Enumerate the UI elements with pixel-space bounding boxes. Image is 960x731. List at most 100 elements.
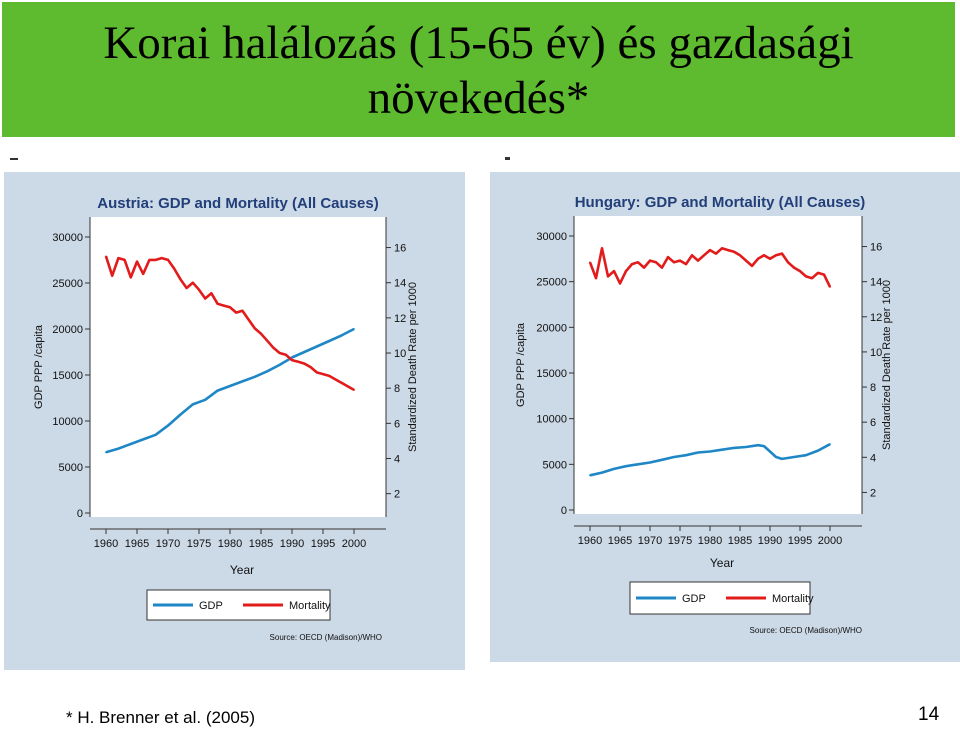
data-point-mortality bbox=[117, 257, 120, 259]
x-tick-label: 1990 bbox=[280, 538, 304, 550]
source-note: Source: OECD (Madison)/WHO bbox=[750, 626, 862, 635]
x-tick-label: 1975 bbox=[668, 535, 692, 547]
data-point-mortality bbox=[260, 332, 262, 335]
data-point-mortality bbox=[247, 318, 250, 321]
legend-label: GDP bbox=[682, 593, 706, 605]
data-point-mortality bbox=[222, 304, 225, 307]
data-point-mortality bbox=[111, 274, 114, 277]
hungary-chart-panel: Hungary: GDP and Mortality (All Causes) 0… bbox=[490, 172, 960, 662]
y-tick-label: 10000 bbox=[536, 414, 567, 426]
data-point-gdp bbox=[241, 380, 244, 383]
data-point-mortality bbox=[829, 286, 831, 288]
data-point-gdp bbox=[775, 456, 777, 458]
data-point-mortality bbox=[346, 385, 349, 388]
hungary-chart: Hungary: GDP and Mortality (All Causes) 0… bbox=[515, 194, 893, 635]
data-point-mortality bbox=[136, 260, 138, 263]
data-point-mortality bbox=[787, 261, 789, 264]
data-point-gdp bbox=[781, 457, 783, 460]
y-tick-label: 5000 bbox=[543, 459, 567, 471]
data-point-mortality bbox=[173, 267, 176, 270]
data-point-gdp bbox=[637, 463, 639, 466]
x-tick-label: 1965 bbox=[608, 535, 632, 547]
y-tick-label: 25000 bbox=[52, 278, 83, 290]
x-tick-label: 1975 bbox=[187, 538, 211, 550]
y-tick-label: 20000 bbox=[52, 324, 83, 336]
data-point-mortality bbox=[769, 257, 771, 260]
y2-axis-label: Standardized Death Rate per 1000 bbox=[881, 280, 893, 450]
y-tick-label: 0 bbox=[561, 505, 567, 517]
data-point-gdp bbox=[709, 450, 711, 453]
data-point-gdp bbox=[129, 443, 132, 445]
data-point-mortality bbox=[655, 261, 657, 264]
data-point-mortality bbox=[303, 362, 306, 365]
data-point-mortality bbox=[297, 360, 300, 363]
data-point-mortality bbox=[793, 266, 795, 269]
data-point-mortality bbox=[613, 270, 615, 273]
x-tick-label: 1995 bbox=[311, 538, 335, 550]
decorative-mark bbox=[10, 158, 18, 160]
data-point-gdp bbox=[829, 443, 831, 446]
data-point-gdp bbox=[673, 456, 675, 458]
y-tick-label: 5000 bbox=[59, 462, 83, 474]
data-point-gdp bbox=[805, 454, 807, 457]
data-point-gdp bbox=[721, 448, 723, 451]
data-point-mortality bbox=[823, 273, 825, 276]
data-point-mortality bbox=[649, 259, 651, 262]
data-point-mortality bbox=[235, 311, 238, 314]
data-point-mortality bbox=[315, 371, 318, 374]
slide-title: Korai halálozás (15-65 év) és gazdasági … bbox=[2, 16, 955, 126]
data-point-mortality bbox=[739, 254, 741, 257]
legend-label: Mortality bbox=[289, 600, 331, 612]
data-point-mortality bbox=[148, 258, 151, 261]
data-point-mortality bbox=[763, 254, 765, 257]
data-point-mortality bbox=[229, 306, 231, 309]
x-tick-label: 1980 bbox=[218, 538, 242, 550]
data-point-mortality bbox=[673, 261, 675, 264]
data-point-mortality bbox=[727, 249, 729, 251]
data-point-mortality bbox=[691, 254, 693, 257]
y2-tick-label: 2 bbox=[870, 487, 876, 499]
data-point-gdp bbox=[253, 375, 256, 378]
data-point-mortality bbox=[745, 259, 747, 262]
data-point-mortality bbox=[123, 258, 126, 261]
data-point-gdp bbox=[353, 328, 355, 330]
y-tick-label: 10000 bbox=[52, 416, 83, 428]
data-point-gdp bbox=[613, 468, 615, 470]
data-point-mortality bbox=[216, 302, 219, 305]
data-point-mortality bbox=[191, 281, 194, 284]
data-point-gdp bbox=[757, 444, 759, 447]
data-point-mortality bbox=[272, 346, 275, 349]
y2-tick-label: 16 bbox=[870, 242, 882, 254]
data-point-gdp bbox=[303, 351, 306, 353]
data-point-mortality bbox=[709, 249, 711, 251]
data-point-mortality bbox=[129, 276, 132, 279]
data-point-mortality bbox=[253, 327, 256, 330]
data-point-mortality bbox=[757, 257, 759, 260]
plot-area bbox=[574, 216, 862, 514]
y2-tick-label: 8 bbox=[394, 383, 400, 395]
data-point-gdp bbox=[745, 446, 747, 448]
data-point-gdp bbox=[315, 345, 318, 348]
data-point-mortality bbox=[241, 309, 244, 312]
data-point-gdp bbox=[685, 454, 687, 457]
data-point-gdp bbox=[204, 398, 207, 401]
data-point-mortality bbox=[799, 270, 801, 273]
data-point-gdp bbox=[733, 446, 735, 449]
data-point-mortality bbox=[589, 261, 591, 264]
austria-chart: Austria: GDP and Mortality (All Causes) 0… bbox=[33, 195, 419, 642]
y2-axis-label: Standardized Death Rate per 1000 bbox=[407, 282, 419, 452]
y2-tick-label: 6 bbox=[394, 418, 400, 430]
data-point-mortality bbox=[751, 264, 753, 267]
y2-tick-label: 14 bbox=[870, 277, 882, 289]
data-point-mortality bbox=[607, 275, 609, 278]
data-point-mortality bbox=[142, 273, 145, 275]
data-point-mortality bbox=[204, 297, 207, 300]
footnote: * H. Brenner et al. (2005) bbox=[66, 708, 255, 727]
data-point-gdp bbox=[763, 445, 765, 447]
data-point-gdp bbox=[649, 461, 651, 464]
data-point-mortality bbox=[291, 359, 293, 361]
data-point-mortality bbox=[781, 252, 783, 255]
source-note: Source: OECD (Madison)/WHO bbox=[270, 633, 382, 642]
data-point-gdp bbox=[105, 451, 107, 454]
data-point-mortality bbox=[685, 263, 687, 266]
